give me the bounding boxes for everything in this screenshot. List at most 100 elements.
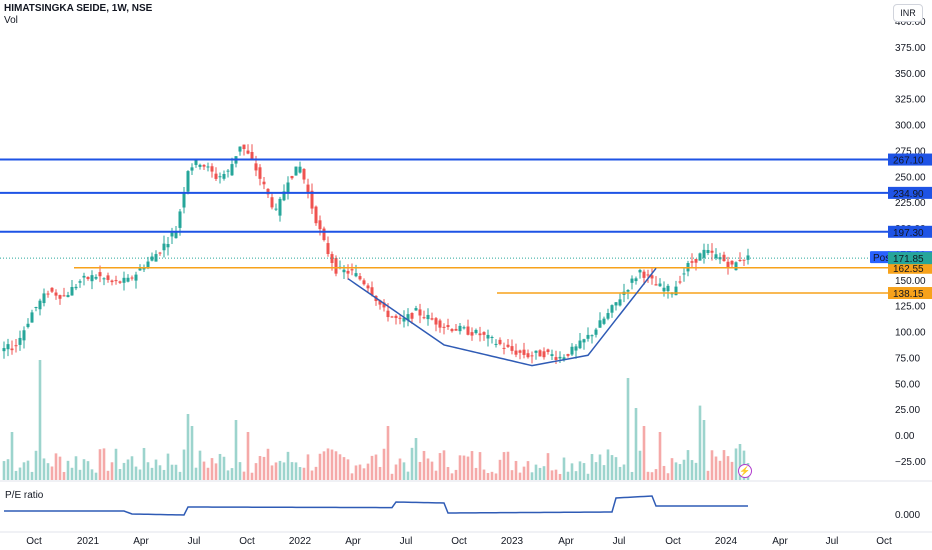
level-price-tag xyxy=(888,186,932,199)
level-price-label: 267.10 xyxy=(893,156,924,167)
candle-body xyxy=(38,300,42,310)
volume-bar xyxy=(494,473,498,480)
candle-body xyxy=(634,278,638,282)
y-tick-label: 250.00 xyxy=(895,172,926,183)
candle-body xyxy=(350,269,354,271)
volume-bar xyxy=(602,465,606,480)
candle-body xyxy=(258,167,262,179)
candle-body xyxy=(146,261,150,268)
volume-bar xyxy=(266,448,270,480)
candle-body xyxy=(290,175,294,179)
volume-bar xyxy=(558,473,562,480)
candle-body xyxy=(506,344,510,347)
candle-body xyxy=(446,325,450,328)
level-price-tag xyxy=(888,225,932,238)
candle-body xyxy=(662,287,666,292)
candle-body xyxy=(702,249,706,258)
candle-body xyxy=(194,159,198,165)
volume-bar xyxy=(730,461,734,480)
candle-body xyxy=(130,277,134,279)
volume-bar xyxy=(22,462,26,480)
candle-body xyxy=(638,270,642,273)
volume-bar xyxy=(214,463,218,480)
volume-bar xyxy=(722,450,726,480)
candle-body xyxy=(734,262,738,271)
volume-bar xyxy=(86,461,90,480)
volume-bar xyxy=(386,426,390,480)
candle-body xyxy=(50,287,54,292)
currency-button[interactable]: INR xyxy=(893,4,923,22)
candle-body xyxy=(190,167,194,171)
volume-bar xyxy=(590,454,594,480)
volume-bar xyxy=(714,456,718,480)
candle-body xyxy=(118,281,122,283)
y-tick-label: 150.00 xyxy=(895,276,926,287)
candle-body xyxy=(210,166,214,172)
y-tick-label: 50.00 xyxy=(895,379,920,390)
volume-bar xyxy=(566,471,570,480)
candle-body xyxy=(414,308,418,311)
volume-bar xyxy=(134,466,138,480)
volume-bar xyxy=(30,471,34,480)
volume-bar xyxy=(98,449,102,480)
x-tick-label: Apr xyxy=(345,536,361,547)
candle-body xyxy=(650,275,654,279)
candle-body xyxy=(558,356,562,359)
volume-label[interactable]: Vol xyxy=(4,15,18,26)
volume-bar xyxy=(654,469,658,480)
x-tick-label: Oct xyxy=(239,536,255,547)
volume-bar xyxy=(638,450,642,480)
volume-bar xyxy=(606,449,610,480)
volume-bar xyxy=(290,462,294,480)
candle-body xyxy=(526,353,530,358)
volume-bar xyxy=(626,378,630,480)
candle-body xyxy=(370,287,374,296)
volume-bar xyxy=(326,448,330,480)
candle-body xyxy=(730,260,734,265)
candle-body xyxy=(302,168,306,180)
volume-bar xyxy=(402,462,406,480)
volume-bar xyxy=(362,468,366,480)
volume-bar xyxy=(162,469,166,480)
candle-body xyxy=(354,273,358,277)
volume-bar xyxy=(234,420,238,480)
candle-body xyxy=(442,326,446,328)
candle-body xyxy=(86,276,90,280)
candle-body xyxy=(334,258,338,274)
volume-bar xyxy=(554,469,558,480)
candle-body xyxy=(226,170,230,172)
candle-body xyxy=(590,335,594,337)
y-tick-label: 400.00 xyxy=(895,17,926,28)
candle-body xyxy=(658,283,662,287)
volume-bar xyxy=(506,451,510,480)
volume-bar xyxy=(142,447,146,480)
candle-body xyxy=(450,329,454,332)
volume-bar xyxy=(538,467,542,480)
candle-body xyxy=(546,349,550,353)
volume-bar xyxy=(90,469,94,480)
volume-bar xyxy=(210,458,214,480)
volume-bar xyxy=(622,464,626,480)
volume-bar xyxy=(318,453,322,480)
volume-bar xyxy=(526,461,530,480)
candle-body xyxy=(98,272,102,277)
volume-bar xyxy=(598,454,602,480)
volume-bar xyxy=(130,456,134,480)
candle-body xyxy=(30,312,34,323)
candle-body xyxy=(706,250,710,254)
symbol-title[interactable]: HIMATSINGKA SEIDE, 1W, NSE xyxy=(4,3,153,14)
lightning-icon[interactable]: ⚡ xyxy=(738,464,752,478)
candle-body xyxy=(206,166,210,168)
candle-body xyxy=(726,261,730,268)
candle-body xyxy=(714,254,718,259)
x-tick-label: Oct xyxy=(26,536,42,547)
volume-bar xyxy=(170,464,174,480)
volume-bar xyxy=(418,461,422,480)
y-tick-label: 75.00 xyxy=(895,353,920,364)
x-tick-label: Apr xyxy=(133,536,149,547)
level-price-label: 162.55 xyxy=(893,264,924,275)
candle-body xyxy=(366,285,370,289)
candle-body xyxy=(510,346,514,351)
pe-ratio-label[interactable]: P/E ratio xyxy=(5,490,44,501)
